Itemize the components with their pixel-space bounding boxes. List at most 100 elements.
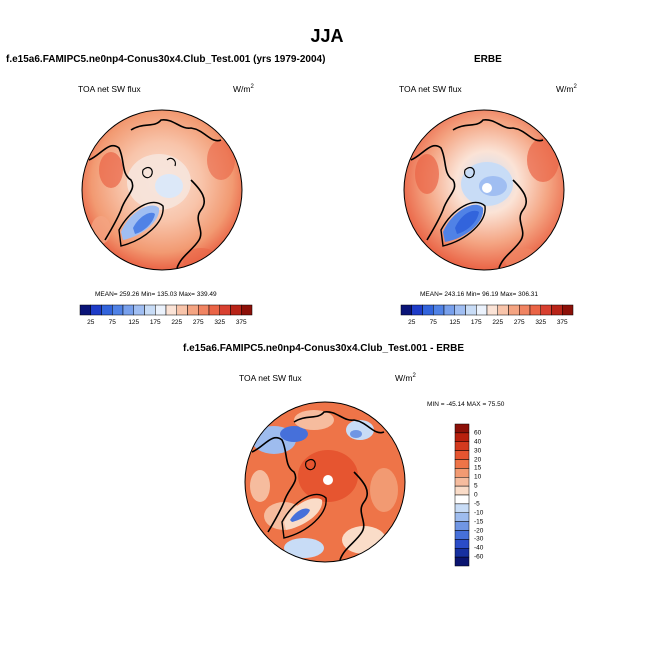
colorbar-tick-label: 225 [171, 319, 183, 326]
colorbar-tick-label: -60 [474, 553, 484, 561]
panel-3-title: f.e15a6.FAMIPC5.ne0np4-Conus30x4.Club_Te… [183, 343, 465, 354]
colorbar-tick-label: 175 [470, 319, 482, 326]
colorbar-tick-label: 325 [214, 319, 226, 326]
colorbar-swatch [187, 304, 199, 316]
colorbar-swatch [476, 304, 488, 316]
colorbar-tick-label: 325 [535, 319, 547, 326]
colorbar-tick-label: -30 [474, 535, 484, 543]
colorbar-tick-label: 75 [108, 319, 116, 326]
panel-2-polar-map [403, 109, 565, 271]
panel-2-colorbar [400, 304, 574, 316]
panel-3-polar-map [244, 401, 406, 563]
colorbar-tick-label: -20 [474, 527, 484, 534]
figure-title: JJA [310, 26, 344, 46]
colorbar-swatch [454, 432, 470, 442]
colorbar-tick-label: 175 [149, 319, 161, 326]
colorbar-swatch [454, 521, 470, 531]
colorbar-tick-label: 75 [429, 319, 437, 326]
colorbar-swatch [562, 304, 574, 316]
colorbar-swatch [454, 539, 470, 549]
colorbar-swatch [454, 530, 470, 540]
panel-3-units-label: W/m2 [395, 373, 416, 383]
colorbar-swatch [465, 304, 477, 316]
colorbar-swatch [219, 304, 231, 316]
colorbar-swatch [241, 304, 253, 316]
colorbar-swatch [155, 304, 167, 316]
panel-3-variable-label: TOA net SW flux [239, 373, 302, 383]
panel-1-variable-label: TOA net SW flux [78, 84, 141, 94]
panel-2-stats: MEAN= 243.16 Min= 96.19 Max= 306.31 [420, 291, 538, 298]
colorbar-swatch [486, 304, 498, 316]
colorbar-swatch [454, 304, 466, 316]
colorbar-swatch [454, 450, 470, 460]
colorbar-tick-label: 30 [474, 447, 482, 455]
colorbar-tick-label: 375 [556, 319, 568, 326]
colorbar-swatch [454, 468, 470, 478]
colorbar-tick-label: 275 [192, 319, 204, 326]
panel-3-stats: MIN = -45.14 MAX = 75.50 [427, 401, 505, 408]
colorbar-tick-label: -10 [474, 509, 484, 517]
colorbar-swatch [208, 304, 220, 316]
colorbar-swatch [422, 304, 434, 316]
colorbar-tick-label: 20 [474, 456, 482, 463]
colorbar-swatch [508, 304, 520, 316]
panel-2-units-label: W/m2 [556, 84, 577, 94]
colorbar-swatch [454, 494, 470, 505]
panel-1-stats: MEAN= 259.26 Min= 135.03 Max= 339.49 [95, 291, 217, 298]
panel-1-colorbar-labels: 25 75 125 175 225 275 325 375 [80, 319, 252, 329]
panel-2-colorbar-labels: 25 75 125 175 225 275 325 375 [401, 319, 573, 329]
colorbar-tick-label: 125 [449, 319, 461, 326]
colorbar-swatch [454, 441, 470, 451]
panel-1-title: f.e15a6.FAMIPC5.ne0np4-Conus30x4.Club_Te… [6, 54, 326, 65]
colorbar-tick-label: -5 [474, 500, 480, 508]
colorbar-tick-label: -15 [474, 518, 484, 526]
colorbar-swatch [400, 304, 412, 316]
colorbar-tick-label: 375 [235, 319, 247, 326]
colorbar-tick-label: 25 [408, 319, 416, 326]
colorbar-swatch [529, 304, 541, 316]
panel-1-units-label: W/m2 [233, 84, 254, 94]
colorbar-swatch [133, 304, 145, 316]
colorbar-swatch [433, 304, 445, 316]
colorbar-swatch [144, 304, 156, 316]
colorbar-swatch [454, 423, 470, 434]
colorbar-swatch [551, 304, 563, 316]
colorbar-swatch [454, 548, 470, 558]
colorbar-swatch [497, 304, 509, 316]
colorbar-swatch [454, 556, 470, 567]
colorbar-swatch [540, 304, 552, 316]
colorbar-tick-label: 5 [474, 482, 478, 490]
colorbar-tick-label: 25 [87, 319, 95, 326]
colorbar-swatch [519, 304, 531, 316]
colorbar-swatch [90, 304, 102, 316]
colorbar-swatch [230, 304, 242, 316]
panel-2-pole-hole [482, 183, 492, 193]
colorbar-tick-label: 125 [128, 319, 140, 326]
colorbar-swatch [198, 304, 210, 316]
panel-3-pole-hole [323, 475, 333, 485]
colorbar-tick-label: 15 [474, 464, 482, 472]
panel-1-polar-map [81, 109, 243, 271]
panel-3-colorbar-labels: 60 40 30 20 15 10 5 0 -5 -10 -15 -20 -30 -40 -60 [474, 424, 504, 566]
colorbar-swatch [101, 304, 113, 316]
colorbar-swatch [411, 304, 423, 316]
panel-2-title: ERBE [474, 54, 502, 65]
panel-1-coastline [88, 144, 134, 241]
colorbar-tick-label: 225 [492, 319, 504, 326]
panel-2-coastline [410, 144, 456, 241]
colorbar-swatch [454, 459, 470, 469]
colorbar-swatch [165, 304, 177, 316]
colorbar-tick-label: 40 [474, 438, 482, 446]
colorbar-swatch [443, 304, 455, 316]
colorbar-swatch [122, 304, 134, 316]
colorbar-swatch [454, 477, 470, 487]
colorbar-tick-label: 0 [474, 491, 478, 499]
colorbar-swatch [112, 304, 124, 316]
panel-2-variable-label: TOA net SW flux [399, 84, 462, 94]
panel-1-colorbar [79, 304, 253, 316]
colorbar-swatch [176, 304, 188, 316]
colorbar-tick-label: 10 [474, 473, 482, 481]
colorbar-swatch [454, 485, 470, 496]
panel-3-coastline [251, 436, 297, 533]
colorbar-tick-label: 60 [474, 429, 482, 437]
